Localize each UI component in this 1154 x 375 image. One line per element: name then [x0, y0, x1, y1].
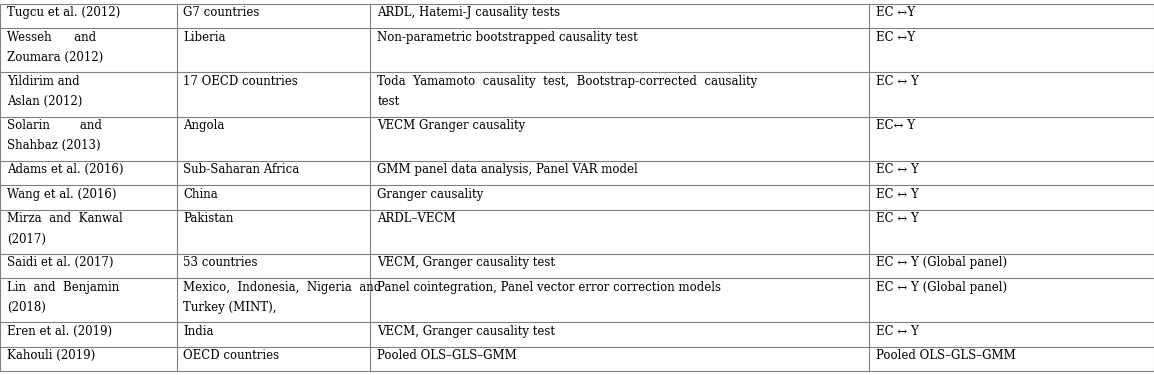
Text: EC ↔Y: EC ↔Y — [876, 6, 915, 20]
Text: EC↔ Y: EC↔ Y — [876, 119, 915, 132]
Text: Panel cointegration, Panel vector error correction models: Panel cointegration, Panel vector error … — [377, 281, 721, 294]
Text: EC ↔ Y (Global panel): EC ↔ Y (Global panel) — [876, 281, 1007, 294]
Text: Zoumara (2012): Zoumara (2012) — [7, 51, 103, 64]
Text: EC ↔Y: EC ↔Y — [876, 31, 915, 44]
Text: test: test — [377, 95, 399, 108]
Text: VECM Granger causality: VECM Granger causality — [377, 119, 525, 132]
Text: G7 countries: G7 countries — [183, 6, 260, 20]
Text: ARDL, Hatemi-J causality tests: ARDL, Hatemi-J causality tests — [377, 6, 561, 20]
Text: Pakistan: Pakistan — [183, 212, 234, 225]
Text: Aslan (2012): Aslan (2012) — [7, 95, 82, 108]
Text: EC ↔ Y: EC ↔ Y — [876, 188, 919, 201]
Text: Pooled OLS–GLS–GMM: Pooled OLS–GLS–GMM — [876, 350, 1016, 362]
Text: EC ↔ Y: EC ↔ Y — [876, 75, 919, 88]
Text: Pooled OLS–GLS–GMM: Pooled OLS–GLS–GMM — [377, 350, 517, 362]
Text: (2018): (2018) — [7, 301, 46, 314]
Text: Tugcu et al. (2012): Tugcu et al. (2012) — [7, 6, 120, 20]
Text: Non-parametric bootstrapped causality test: Non-parametric bootstrapped causality te… — [377, 31, 638, 44]
Text: Turkey (MINT),: Turkey (MINT), — [183, 301, 277, 314]
Text: Eren et al. (2019): Eren et al. (2019) — [7, 325, 112, 338]
Text: Lin  and  Benjamin: Lin and Benjamin — [7, 281, 119, 294]
Text: China: China — [183, 188, 218, 201]
Text: Adams et al. (2016): Adams et al. (2016) — [7, 163, 123, 176]
Text: Yildirim and: Yildirim and — [7, 75, 80, 88]
Text: GMM panel data analysis, Panel VAR model: GMM panel data analysis, Panel VAR model — [377, 163, 638, 176]
Text: VECM, Granger causality test: VECM, Granger causality test — [377, 325, 555, 338]
Text: (2017): (2017) — [7, 232, 46, 246]
Text: EC ↔ Y (Global panel): EC ↔ Y (Global panel) — [876, 256, 1007, 269]
Text: Wang et al. (2016): Wang et al. (2016) — [7, 188, 117, 201]
Text: EC ↔ Y: EC ↔ Y — [876, 212, 919, 225]
Text: Sub-Saharan Africa: Sub-Saharan Africa — [183, 163, 300, 176]
Text: Mirza  and  Kanwal: Mirza and Kanwal — [7, 212, 122, 225]
Text: 53 countries: 53 countries — [183, 256, 258, 269]
Text: ARDL–VECM: ARDL–VECM — [377, 212, 456, 225]
Text: Kahouli (2019): Kahouli (2019) — [7, 350, 95, 362]
Text: Saidi et al. (2017): Saidi et al. (2017) — [7, 256, 113, 269]
Text: 17 OECD countries: 17 OECD countries — [183, 75, 298, 88]
Text: Toda  Yamamoto  causality  test,  Bootstrap-corrected  causality: Toda Yamamoto causality test, Bootstrap-… — [377, 75, 758, 88]
Text: VECM, Granger causality test: VECM, Granger causality test — [377, 256, 555, 269]
Text: Wesseh      and: Wesseh and — [7, 31, 96, 44]
Text: Solarin        and: Solarin and — [7, 119, 102, 132]
Text: EC ↔ Y: EC ↔ Y — [876, 163, 919, 176]
Text: Granger causality: Granger causality — [377, 188, 484, 201]
Text: EC ↔ Y: EC ↔ Y — [876, 325, 919, 338]
Text: Shahbaz (2013): Shahbaz (2013) — [7, 140, 100, 153]
Text: Mexico,  Indonesia,  Nigeria  and: Mexico, Indonesia, Nigeria and — [183, 281, 382, 294]
Text: India: India — [183, 325, 213, 338]
Text: OECD countries: OECD countries — [183, 350, 279, 362]
Text: Angola: Angola — [183, 119, 225, 132]
Text: Liberia: Liberia — [183, 31, 226, 44]
